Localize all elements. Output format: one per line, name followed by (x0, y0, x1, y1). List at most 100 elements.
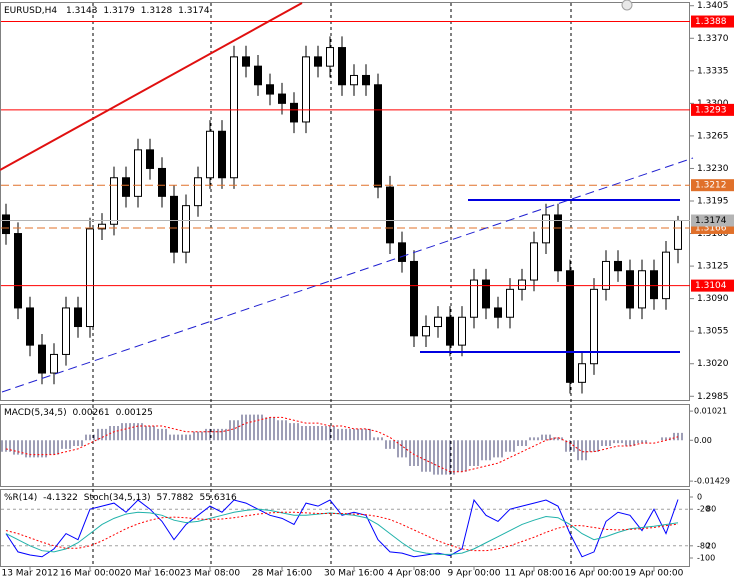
candle-body (230, 56, 238, 179)
candle-body (446, 316, 454, 346)
candle-body (74, 307, 82, 328)
candle-body (518, 279, 526, 290)
y-tick-label: 1.3195 (697, 197, 729, 207)
y-tick-label: 0 (697, 492, 702, 501)
candle-body (650, 270, 658, 300)
candle-body (254, 65, 262, 86)
y-tick-label: 1.3125 (697, 262, 729, 272)
y-tick-label: 0.00 (694, 436, 712, 445)
candle-body (206, 130, 214, 179)
x-tick-label: 4 Apr 08:00 (388, 569, 441, 579)
macd-value: 0.00261 (73, 408, 110, 418)
candle-body (98, 223, 106, 230)
y-tick-label: -20 (697, 505, 710, 514)
x-tick-label: 13 Mar 2012 (1, 569, 58, 579)
overlay-layer: 1.3388 1.3293 1.3212 1.3166 1.3104 1.3174 (691, 15, 734, 292)
candle-body (14, 233, 22, 309)
candle-body (602, 260, 610, 290)
candle-body (626, 270, 634, 309)
y-tick-label: -0.01429 (694, 477, 730, 486)
macd-signal-value: 0.00125 (116, 408, 153, 418)
y-tick-label: 1.3230 (697, 164, 729, 174)
level-label: 1.3104 (695, 281, 727, 291)
price-label-box (691, 214, 734, 227)
candle-body (146, 149, 154, 169)
candle-body (50, 353, 58, 374)
candle-body (194, 177, 202, 207)
y-tick-label: 1.3055 (697, 327, 729, 337)
candle-body (2, 214, 10, 235)
y-tick-label: 0.01021 (694, 407, 727, 416)
candle-body (350, 74, 358, 86)
candle-body (386, 186, 394, 244)
y-tick-label: 1.3300 (697, 99, 729, 109)
candle-body (482, 279, 490, 309)
y-tick-label: 1.3020 (697, 359, 729, 369)
candle-body (566, 270, 574, 383)
candle-body (506, 288, 514, 318)
y-tick-label: 1.2985 (697, 392, 729, 402)
candle-body (542, 214, 550, 244)
candle-body (338, 47, 346, 86)
price-label: 1.3174 (695, 216, 727, 226)
x-tick-label: 11 Apr 08:00 (505, 569, 564, 579)
y-tick-label: 1.3405 (697, 1, 729, 11)
candle-body (530, 242, 538, 281)
wpr-name: %R(14) (4, 493, 37, 503)
candle-body (38, 344, 46, 374)
x-tick-label: 19 Apr 00:00 (625, 569, 684, 579)
candle-body (638, 270, 646, 309)
candle-body (134, 149, 142, 197)
candle-body (434, 316, 442, 328)
candle-body (122, 177, 130, 197)
candle-body (218, 130, 226, 179)
trend-line (0, 2, 303, 171)
trend-line (1, 157, 694, 393)
candle-body (86, 228, 94, 328)
candle-body (578, 363, 586, 383)
y-tick-label: 1.3335 (697, 66, 729, 76)
candle-body (110, 177, 118, 225)
candle-body (326, 47, 334, 67)
stoch-value: 57.7882 (156, 493, 193, 503)
x-tick-label: 23 Mar 08:00 (180, 569, 240, 579)
y-tick-label: 1.3090 (697, 294, 729, 304)
stoch-signal-value: 55.6316 (200, 493, 237, 503)
x-tick-label: 30 Mar 16:00 (324, 569, 384, 579)
level-label: 1.3166 (695, 223, 727, 233)
candle-body (362, 74, 370, 86)
level-label-box (691, 179, 734, 192)
symbol-header: EURUSD,H4 1.3143 1.3179 1.3128 1.3174 (4, 6, 210, 16)
candle-body (494, 307, 502, 318)
icon (621, 0, 633, 11)
y-tick-label: 1.3160 (697, 229, 729, 239)
x-tick-label: 16 Mar 00:00 (60, 569, 120, 579)
last-close: 1.3174 (178, 6, 210, 16)
macd-title: MACD(5,34,5) (4, 408, 67, 418)
level-label: 1.3293 (695, 105, 727, 115)
candle-body (302, 56, 310, 123)
candle-body (26, 307, 34, 346)
candle-body (374, 84, 382, 188)
y-tick-label: -100 (697, 554, 715, 563)
candle-body (410, 260, 418, 337)
period-separators (92, 3, 572, 566)
y-tick-label: -80 (697, 541, 710, 550)
oscillator-panel (0, 489, 690, 567)
candle-body (314, 56, 322, 67)
candle-body (278, 93, 286, 104)
candle-body (290, 102, 298, 123)
candle-body (62, 307, 70, 355)
oscillator-line (5, 498, 679, 558)
level-label-box (691, 103, 734, 116)
candle-body (470, 279, 478, 318)
x-tick-label: 28 Mar 16:00 (252, 569, 312, 579)
candle-body (266, 84, 274, 95)
macd-panel (0, 404, 690, 487)
candle-body (674, 220, 682, 250)
macd-header: MACD(5,34,5) 0.00261 0.00125 (4, 408, 153, 418)
